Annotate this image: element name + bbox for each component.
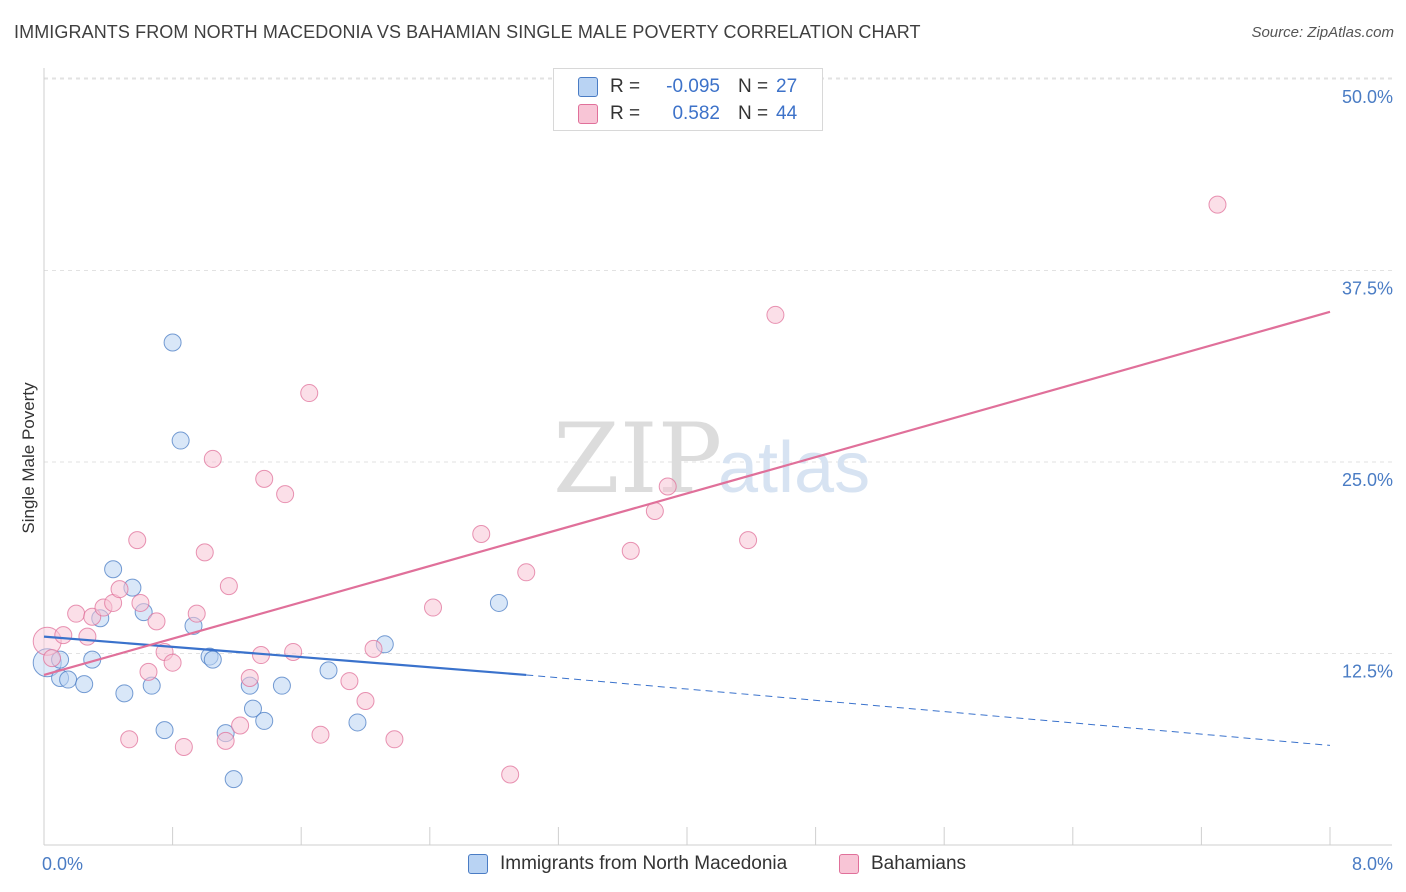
north-macedonia-point: [163, 333, 182, 352]
north-macedonia-point: [255, 711, 274, 730]
y-tick-label: 50.0%: [1342, 87, 1393, 107]
bahamians-point: [67, 604, 86, 623]
north-macedonia-point: [104, 560, 123, 579]
bahamians-point: [147, 612, 166, 631]
correlation-legend: R = -0.095 N = 27 R = 0.582 N = 44: [553, 68, 823, 131]
legend-row-north-macedonia: R = -0.095 N = 27: [578, 75, 797, 99]
bahamians-point: [231, 716, 250, 735]
legend-n-value: 27: [776, 76, 798, 97]
bahamians-point: [128, 531, 147, 550]
bahamians-point: [501, 765, 520, 784]
bahamians-point: [54, 626, 73, 645]
bahamians-point: [300, 384, 319, 403]
legend-n-label: N =: [738, 103, 769, 124]
bahamians-trend-line: [43, 310, 1331, 677]
legend-r-value: 0.582: [672, 103, 720, 124]
north-macedonia-point: [224, 770, 243, 789]
source-label: Source: ZipAtlas.com: [1251, 24, 1394, 41]
bahamians-point: [216, 731, 235, 750]
bottom-legend-swatch-pink: [839, 854, 859, 874]
axes: [43, 68, 1392, 846]
bahamians-point: [120, 730, 139, 749]
bahamians-point: [110, 580, 129, 599]
bahamians-point: [187, 604, 206, 623]
bahamians-point: [255, 469, 274, 488]
bahamians-point: [43, 649, 62, 668]
bahamians-point: [621, 541, 640, 560]
y-tick-label: 25.0%: [1342, 470, 1393, 490]
bahamians-point: [424, 598, 443, 617]
bahamians-point: [739, 531, 758, 550]
legend-n-value: 44: [776, 103, 798, 124]
north-macedonia-point: [348, 713, 367, 732]
bahamians-point: [311, 725, 330, 744]
legend-swatch-pink: [578, 104, 598, 124]
bottom-legend-bahamians: Bahamians: [839, 852, 966, 876]
y-tick-label: 12.5%: [1342, 662, 1393, 682]
x-tick-label: 8.0%: [1352, 854, 1393, 874]
chart-title: IMMIGRANTS FROM NORTH MACEDONIA VS BAHAM…: [14, 22, 921, 42]
gridlines: [44, 77, 1392, 654]
watermark-atlas: atlas: [718, 428, 870, 508]
series-bahamians-points: [32, 195, 1227, 784]
bahamians-point: [1208, 195, 1227, 214]
bahamians-point: [517, 563, 536, 582]
north-macedonia-trend-extension: [526, 674, 1331, 746]
bahamians-point: [203, 449, 222, 468]
bahamians-point: [219, 577, 238, 596]
north-macedonia-point: [243, 699, 262, 718]
legend-n-label: N =: [738, 76, 769, 97]
bahamians-point: [385, 730, 404, 749]
bahamians-point: [78, 627, 97, 646]
bahamians-point: [163, 653, 182, 672]
north-macedonia-point: [203, 650, 222, 669]
legend-row-bahamians: R = 0.582 N = 44: [578, 102, 797, 126]
bottom-legend-swatch-blue: [468, 854, 488, 874]
bahamians-point: [472, 525, 491, 544]
bahamians-point: [766, 305, 785, 324]
x-tick-label: 0.0%: [42, 854, 83, 874]
bottom-legend-label: Immigrants from North Macedonia: [500, 853, 788, 874]
y-tick-label: 37.5%: [1342, 279, 1393, 299]
bahamians-point: [240, 669, 259, 688]
trend-lines: [43, 310, 1331, 746]
bahamians-point: [174, 737, 193, 756]
bahamians-point: [340, 672, 359, 691]
bahamians-point: [131, 593, 150, 612]
north-macedonia-trend-line: [43, 635, 527, 677]
bahamians-point: [364, 639, 383, 658]
north-macedonia-point: [75, 675, 94, 694]
legend-r-label: R =: [610, 76, 641, 97]
north-macedonia-point: [59, 670, 78, 689]
bahamians-point: [658, 477, 677, 496]
x-tick-labels: 0.0% 8.0%: [42, 854, 1393, 874]
series-north-macedonia-points: [32, 333, 508, 789]
north-macedonia-point: [272, 676, 291, 695]
north-macedonia-point: [155, 721, 174, 740]
bahamians-point: [276, 485, 295, 504]
y-tick-labels: 12.5% 25.0% 37.5% 50.0%: [1342, 87, 1393, 682]
north-macedonia-point: [115, 684, 134, 703]
bahamians-point: [356, 691, 375, 710]
bottom-legend-north-macedonia: Immigrants from North Macedonia: [468, 852, 787, 876]
north-macedonia-point: [171, 431, 190, 450]
legend-swatch-blue: [578, 77, 598, 97]
bahamians-point: [195, 543, 214, 562]
bottom-legend-label: Bahamians: [871, 853, 967, 874]
y-axis-label: Single Male Poverty: [19, 382, 38, 534]
bahamians-point: [139, 662, 158, 681]
watermark-zip: ZIP: [553, 403, 722, 515]
north-macedonia-point: [489, 593, 508, 612]
legend-r-value: -0.095: [666, 76, 720, 97]
legend-r-label: R =: [610, 103, 641, 124]
north-macedonia-point: [319, 661, 338, 680]
